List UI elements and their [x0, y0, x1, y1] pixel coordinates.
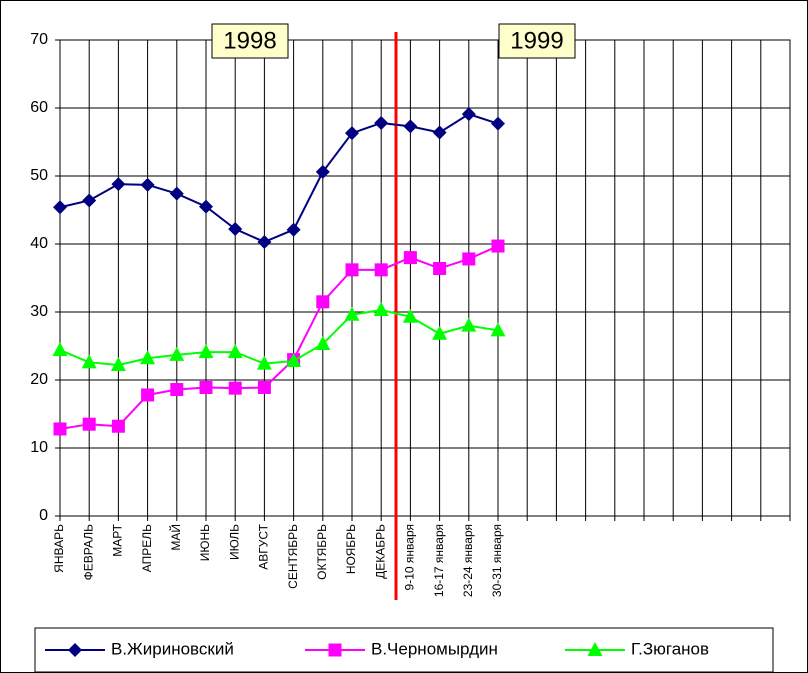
marker: [141, 388, 155, 402]
marker: [82, 417, 96, 431]
x-tick-label: СЕНТЯБРЬ: [286, 524, 300, 589]
marker: [315, 164, 330, 179]
marker: [316, 295, 330, 309]
x-tick-label: ФЕВРАЛЬ: [81, 524, 95, 580]
x-tick-label: 9-10 января: [403, 524, 417, 590]
x-tick-label: ЯНВАРЬ: [52, 524, 66, 573]
marker: [53, 422, 67, 436]
y-tick-label: 0: [39, 507, 48, 524]
marker: [81, 354, 97, 369]
y-tick-label: 70: [30, 31, 48, 48]
marker: [403, 119, 418, 134]
marker: [286, 222, 301, 237]
y-tick-label: 40: [30, 235, 48, 252]
series-line: [59, 245, 499, 430]
legend-box: [34, 627, 774, 673]
marker: [432, 125, 447, 140]
x-tick-label: 16-17 января: [432, 524, 446, 597]
series-line: [59, 308, 499, 367]
x-tick-label: 30-31 января: [490, 524, 504, 597]
marker: [344, 306, 360, 321]
marker: [345, 126, 359, 141]
marker: [140, 350, 156, 365]
y-tick-label: 50: [30, 167, 48, 184]
marker: [461, 317, 477, 332]
y-tick-label: 30: [30, 303, 48, 320]
marker: [587, 642, 603, 656]
annotation-box: [211, 23, 289, 59]
marker: [169, 186, 184, 201]
marker: [462, 252, 476, 266]
plot-border: [59, 39, 791, 517]
marker: [403, 251, 417, 265]
y-tick-label: 20: [30, 371, 48, 388]
marker: [432, 325, 448, 340]
marker: [110, 357, 126, 372]
marker: [461, 107, 476, 122]
marker: [433, 261, 447, 275]
marker: [374, 263, 388, 277]
x-tick-label: МАРТ: [111, 523, 125, 556]
marker: [140, 177, 155, 192]
y-tick-label: 60: [30, 99, 48, 116]
marker: [198, 344, 214, 359]
x-tick-label: 23-24 января: [461, 524, 475, 597]
marker: [256, 355, 272, 370]
marker: [345, 263, 359, 277]
x-tick-label: АВГУСТ: [257, 523, 271, 569]
marker: [82, 193, 97, 208]
x-tick-label: НОЯБРЬ: [344, 524, 358, 574]
x-tick-label: ОКТЯБРЬ: [315, 524, 329, 580]
x-tick-label: МАЙ: [168, 524, 183, 551]
marker: [328, 643, 342, 657]
marker: [53, 200, 67, 215]
marker: [315, 335, 331, 350]
marker: [199, 199, 213, 214]
marker: [286, 352, 302, 367]
marker: [111, 419, 125, 433]
y-tick-label: 10: [30, 439, 48, 456]
marker: [169, 346, 185, 361]
marker: [491, 239, 505, 253]
marker: [170, 383, 184, 397]
marker: [52, 342, 68, 357]
annotation-box: [498, 23, 576, 59]
marker: [257, 234, 272, 249]
x-tick-label: ИЮНЬ: [198, 524, 212, 561]
marker: [374, 115, 389, 130]
marker: [199, 380, 213, 394]
series-line: [59, 113, 499, 244]
x-tick-label: ДЕКАБРЬ: [373, 524, 387, 579]
x-tick-label: ИЮЛЬ: [227, 524, 241, 560]
marker: [68, 643, 82, 657]
legend-label: Г.Зюганов: [631, 639, 709, 658]
marker: [228, 381, 242, 395]
annotation: 1999: [510, 27, 563, 54]
marker: [257, 380, 271, 394]
marker: [402, 308, 418, 323]
marker: [228, 222, 243, 237]
legend-label: В.Жириновский: [111, 639, 234, 658]
marker: [227, 344, 243, 359]
marker: [490, 322, 506, 337]
x-tick-label: АПРЕЛЬ: [140, 524, 154, 572]
marker: [491, 116, 505, 131]
annotation: 1998: [223, 27, 276, 54]
marker: [111, 177, 126, 192]
marker: [373, 301, 389, 316]
legend-label: В.Черномырдин: [371, 639, 498, 658]
